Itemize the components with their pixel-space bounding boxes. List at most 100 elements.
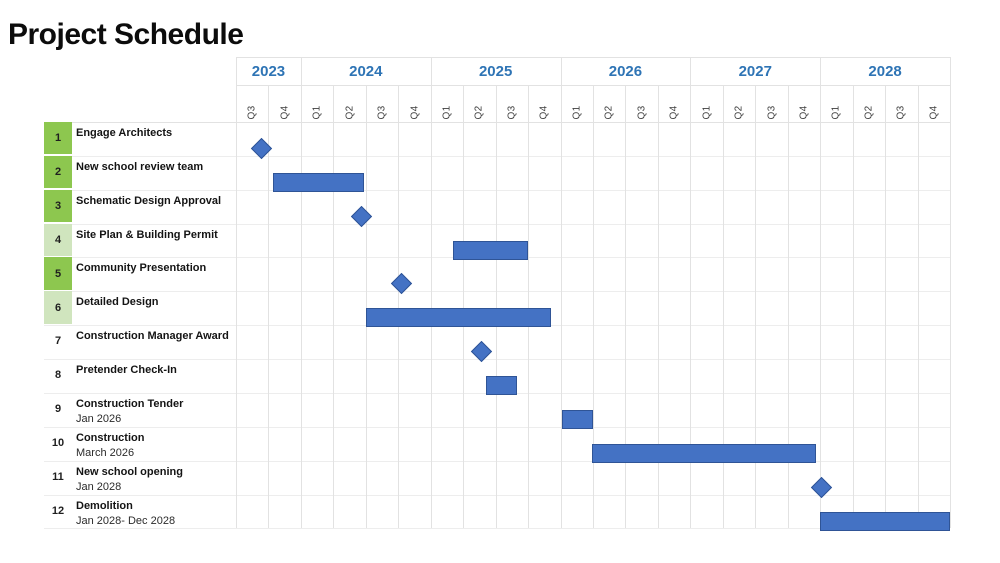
quarter-label: Q3 (366, 85, 398, 120)
task-name: Construction Manager Award (76, 330, 229, 343)
task-date-subtitle: Jan 2028 (76, 480, 122, 493)
quarter-label: Q3 (496, 85, 528, 120)
quarter-label-text: Q3 (506, 105, 518, 120)
grid-line-vertical (463, 85, 465, 529)
quarter-label-text: Q3 (636, 105, 648, 120)
task-number: 12 (51, 504, 65, 517)
grid-line-vertical (917, 85, 919, 529)
task-label: New school review team (76, 160, 246, 174)
grid-line-vertical (820, 57, 822, 529)
quarter-label-text: Q2 (863, 105, 875, 120)
grid-line-horizontal (44, 122, 950, 123)
task-label: Construction Manager Award (76, 329, 246, 343)
quarter-label: Q4 (398, 85, 430, 120)
year-label: 2027 (738, 62, 772, 80)
grid-line-vertical (593, 85, 594, 529)
quarter-label-text: Q4 (928, 105, 940, 120)
quarter-label-text: Q2 (603, 105, 615, 120)
quarter-label: Q2 (853, 85, 885, 120)
task-name: Site Plan & Building Permit (76, 228, 218, 241)
task-name: Pretender Check-In (76, 364, 177, 377)
task-label: Demolition Jan 2028- Dec 2028 (76, 499, 246, 528)
task-number: 3 (44, 189, 72, 223)
task-name: Demolition (76, 499, 133, 512)
quarter-label-text: Q3 (765, 105, 777, 120)
grid-line-vertical (365, 85, 367, 529)
quarter-label: Q3 (625, 85, 657, 120)
grid-line-vertical (755, 85, 757, 529)
task-bar (365, 308, 552, 328)
quarter-label: Q1 (820, 85, 852, 120)
quarter-label-text: Q3 (246, 105, 258, 120)
grid-line-vertical (625, 85, 627, 529)
grid-line-horizontal (44, 426, 950, 428)
grid-line-horizontal (44, 460, 950, 462)
year-label: 2024 (349, 62, 383, 80)
task-name: Construction Tender (76, 397, 184, 410)
quarter-label-text: Q2 (473, 105, 485, 120)
grid-line-vertical (560, 57, 562, 529)
quarter-label-text: Q3 (895, 105, 907, 120)
task-label: Construction Tender Jan 2026 (76, 397, 246, 426)
grid-line-vertical (950, 57, 951, 529)
grid-line-vertical (268, 85, 270, 529)
quarter-label-text: Q3 (376, 105, 388, 120)
grid-line-horizontal (44, 155, 950, 157)
quarter-label-text: Q1 (830, 105, 842, 120)
quarter-label-text: Q2 (733, 105, 745, 120)
task-date-subtitle: March 2026 (76, 446, 135, 459)
task-label: Site Plan & Building Permit (76, 228, 246, 242)
task-number: 9 (54, 403, 62, 416)
quarter-label: Q4 (918, 85, 950, 120)
quarter-label: Q1 (561, 85, 593, 120)
quarter-label-text: Q4 (798, 105, 810, 120)
year-label: 2025 (478, 62, 513, 80)
task-number: 2 (44, 155, 72, 189)
quarter-label: Q3 (755, 85, 787, 120)
task-bar (592, 443, 816, 463)
grid-line-vertical (787, 85, 789, 529)
task-name: New school review team (76, 160, 204, 173)
task-label: Schematic Design Approval (76, 194, 246, 208)
quarter-label: Q1 (301, 85, 333, 120)
quarter-label-text: Q1 (701, 105, 713, 120)
task-label: Construction March 2026 (76, 431, 246, 460)
grid-line-horizontal (44, 189, 950, 191)
quarter-label-text: Q1 (571, 105, 583, 120)
quarter-label-text: Q4 (668, 105, 680, 120)
quarter-label: Q4 (268, 85, 300, 120)
grid-line-vertical (657, 85, 659, 529)
grid-line-horizontal (44, 291, 950, 293)
task-number: 7 (54, 335, 62, 348)
grid-line-horizontal (44, 223, 950, 225)
grid-line-vertical (333, 85, 335, 529)
task-number: 10 (51, 436, 65, 449)
page-title: Project Schedule (8, 18, 244, 51)
grid-line-vertical (528, 85, 530, 529)
grid-line-vertical (300, 57, 302, 529)
grid-line-vertical (495, 85, 497, 529)
task-bar (485, 376, 518, 396)
task-name: Construction (76, 431, 145, 444)
quarter-label: Q4 (788, 85, 820, 120)
quarter-label: Q3 (236, 85, 268, 120)
quarter-label: Q1 (690, 85, 722, 120)
grid-line-horizontal (44, 494, 950, 496)
task-label: Community Presentation (76, 261, 246, 275)
grid-line-vertical (885, 85, 887, 529)
quarter-label: Q4 (658, 85, 690, 120)
task-number: 5 (44, 257, 72, 290)
task-label: Engage Architects (76, 126, 246, 140)
task-bar (561, 409, 593, 429)
quarter-label: Q2 (723, 85, 755, 120)
task-bar (820, 511, 950, 531)
quarter-label: Q2 (463, 85, 495, 120)
task-label: Pretender Check-In (76, 363, 246, 377)
quarter-label: Q4 (528, 85, 560, 120)
task-label: Detailed Design (76, 295, 246, 309)
quarter-label: Q2 (333, 85, 365, 120)
task-date-subtitle: Jan 2026 (76, 412, 122, 425)
quarter-label: Q1 (431, 85, 463, 120)
